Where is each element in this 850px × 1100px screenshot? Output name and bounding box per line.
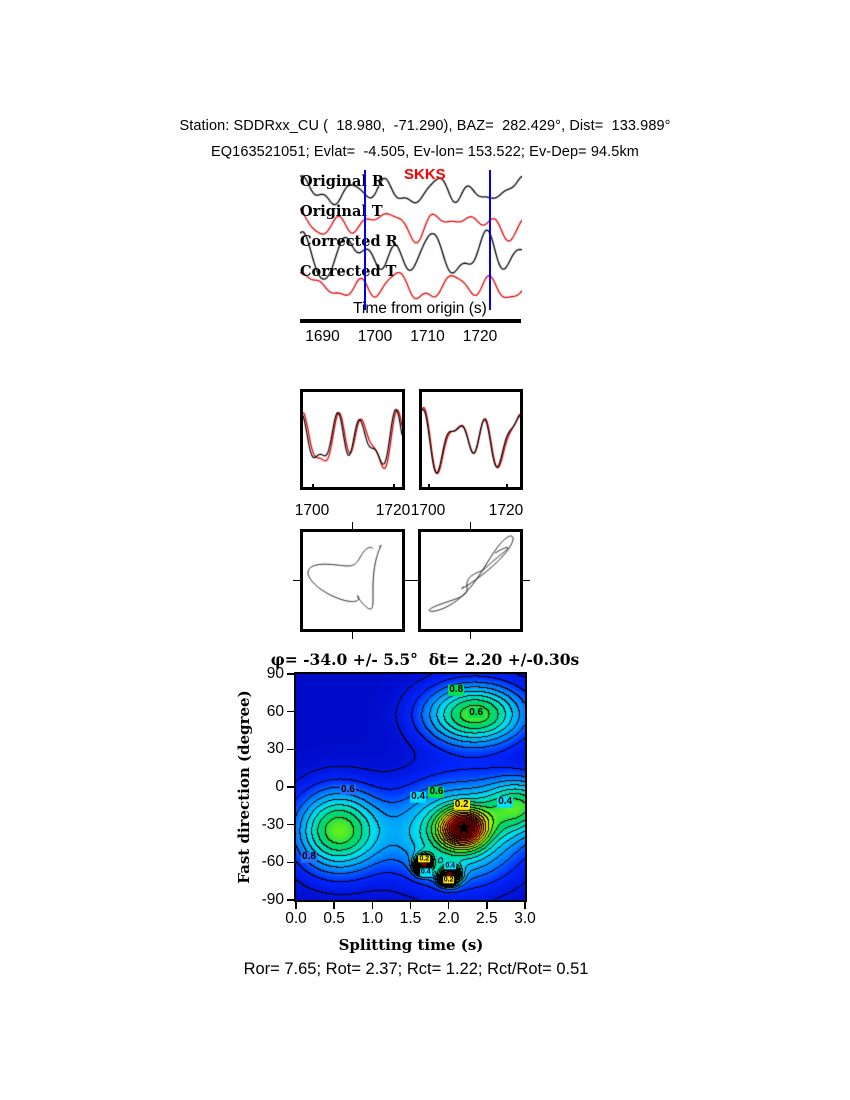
particle-motion-original-canvas — [303, 532, 402, 629]
zoom-tick-label: 1700 — [410, 502, 446, 519]
contour-label-chip: 0.4 — [497, 795, 514, 808]
x-tick-label: 0.5 — [323, 910, 345, 927]
best-fit-star-icon: ★ — [455, 816, 473, 839]
contour-title: φ= -34.0 +/- 5.5° δt= 2.20 +/-0.30s — [270, 650, 580, 669]
x-tick-label: 3.0 — [514, 910, 536, 927]
trace-label: Original T — [300, 203, 383, 220]
y-tick-label: 90 — [266, 665, 284, 682]
contour-label-chip: 0.2 — [453, 798, 470, 810]
contour-label-chip: 0.4 — [410, 790, 427, 803]
event-info-line: EQ163521051; Evlat= -4.505, Ev-lon= 153.… — [211, 144, 639, 160]
y-tick-label: 30 — [266, 740, 284, 758]
contour-plot-frame — [294, 672, 527, 902]
contour-label-chip: 0.2 — [418, 854, 431, 863]
time-tick-label: 1700 — [357, 328, 393, 345]
tick-mark — [409, 902, 412, 909]
zoom-tick-label: 1720 — [375, 502, 411, 519]
tick-mark — [524, 902, 526, 909]
y-tick-label: -30 — [261, 815, 284, 833]
particle-motion-corrected-canvas — [421, 532, 520, 629]
contour-label-chip: 0.6 — [339, 783, 356, 795]
x-tick-label: 2.0 — [437, 910, 460, 927]
footer-stats: Ror= 7.65; Rot= 2.37; Rct= 1.22; Rct/Rot… — [243, 960, 589, 978]
time-tick-label: 1720 — [462, 328, 498, 345]
contour-label-chip: 0.8 — [301, 851, 317, 863]
tick-mark — [428, 484, 430, 489]
time-tick-label: 1710 — [410, 328, 445, 345]
x-tick-label: 1.5 — [399, 910, 422, 927]
tick-mark — [287, 861, 294, 864]
tick-mark — [523, 579, 530, 581]
zoom-tick-label: 1700 — [294, 502, 330, 519]
tick-mark — [333, 902, 335, 909]
x-axis-label: Splitting time (s) — [338, 936, 484, 954]
tick-mark — [287, 673, 294, 675]
tick-mark — [486, 902, 488, 909]
tick-mark — [287, 710, 294, 713]
tick-mark — [287, 823, 294, 826]
analysis-window-start-line — [364, 170, 366, 310]
trace-label: Corrected R — [300, 233, 398, 250]
seismogram-traces-canvas — [300, 166, 522, 314]
y-tick-label: 60 — [266, 702, 284, 720]
zoom-tick-label: 1720 — [488, 502, 524, 519]
particle-motion-original-box — [300, 529, 405, 632]
tick-mark — [506, 484, 508, 489]
x-tick-label: 1.0 — [361, 910, 384, 927]
station-info-line: Station: SDDRxx_CU ( 18.980, -71.290), B… — [179, 118, 671, 134]
y-tick-label: 0 — [275, 778, 284, 795]
tick-mark — [293, 579, 300, 581]
x-tick-label: 2.5 — [476, 910, 498, 927]
time-axis-label: Time from origin (s) — [353, 300, 487, 317]
contour-label-chip: 0.6 — [468, 706, 485, 719]
tick-mark — [295, 902, 297, 909]
tick-mark — [411, 579, 418, 581]
time-axis — [300, 319, 521, 323]
tick-mark — [287, 899, 294, 901]
analysis-window-end-line — [489, 170, 491, 310]
time-tick-label: 1690 — [305, 328, 340, 345]
tick-mark — [447, 902, 450, 909]
contour-label-chip: 0.4 — [444, 862, 457, 870]
trace-label: Corrected T — [300, 263, 397, 280]
tick-mark — [287, 786, 294, 788]
x-tick-label: 0.0 — [285, 910, 307, 927]
error-surface-canvas — [296, 674, 525, 900]
zoom-panel-corrected-box — [419, 389, 523, 490]
contour-label-chip: 0.8 — [448, 684, 465, 696]
tick-mark — [393, 484, 395, 489]
contour-label-chip: 0.2 — [442, 876, 455, 884]
contour-label-chip: 0.6 — [428, 785, 445, 798]
tick-mark — [405, 579, 412, 581]
y-tick-label: -90 — [261, 891, 284, 908]
y-tick-label: -60 — [261, 853, 284, 871]
zoom-original-canvas — [303, 392, 402, 487]
tick-mark — [287, 748, 294, 751]
tick-mark — [469, 522, 472, 529]
contour-label-chip: 0.4 — [419, 868, 432, 877]
particle-motion-corrected-box — [418, 529, 523, 632]
tick-mark — [312, 484, 314, 489]
phase-label: SKKS — [404, 166, 446, 183]
zoom-corrected-canvas — [422, 392, 520, 487]
tick-mark — [351, 522, 354, 529]
tick-mark — [351, 632, 354, 639]
zoom-panel-original-box — [300, 389, 405, 490]
trace-label: Original R — [300, 173, 384, 190]
tick-mark — [469, 632, 472, 639]
tick-mark — [371, 902, 374, 909]
